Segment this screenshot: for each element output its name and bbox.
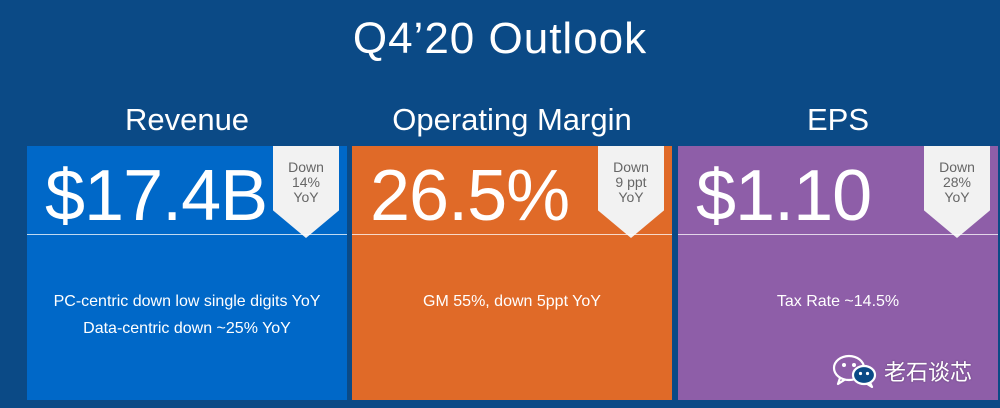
operating-margin-heading: Operating Margin xyxy=(392,102,632,137)
badge-period: YoY xyxy=(293,189,319,205)
revenue-change-badge: Down 14% YoY xyxy=(273,146,339,238)
wechat-icon xyxy=(832,354,877,388)
operating-margin-value: 26.5% xyxy=(370,156,570,236)
card-divider xyxy=(352,234,672,235)
slide-title: Q4’20 Outlook xyxy=(352,14,648,63)
watermark: 老石谈芯 xyxy=(832,354,972,388)
badge-amount: 14% xyxy=(291,174,321,190)
watermark-text: 老石谈芯 xyxy=(883,361,972,386)
eps-notes: Tax Rate ~14.5% xyxy=(678,288,998,315)
eps-note: Tax Rate ~14.5% xyxy=(776,293,900,310)
operating-margin-card: 26.5% Down 9 ppt YoY GM 55%, down 5ppt Y… xyxy=(352,146,672,400)
revenue-card: $17.4B Down 14% YoY PC-centric down low … xyxy=(27,146,347,400)
operating-margin-notes: GM 55%, down 5ppt YoY xyxy=(352,288,672,315)
badge-direction: Down xyxy=(288,159,324,175)
badge-amount: 9 ppt xyxy=(615,174,647,190)
revenue-value: $17.4B xyxy=(45,156,268,236)
badge-period: YoY xyxy=(618,189,644,205)
operating-margin-change-badge: Down 9 ppt YoY xyxy=(598,146,664,238)
badge-direction: Down xyxy=(939,159,975,175)
badge-amount: 28% xyxy=(942,174,972,190)
eps-value: $1.10 xyxy=(696,156,872,236)
card-divider xyxy=(678,234,998,235)
revenue-notes: PC-centric down low single digits YoY Da… xyxy=(27,288,347,342)
revenue-heading: Revenue xyxy=(124,102,250,137)
badge-period: YoY xyxy=(944,189,970,205)
eps-change-badge: Down 28% YoY xyxy=(924,146,990,238)
operating-margin-note: GM 55%, down 5ppt YoY xyxy=(423,293,601,310)
card-divider xyxy=(27,234,347,235)
badge-direction: Down xyxy=(613,159,649,175)
revenue-note: Data-centric down ~25% YoY xyxy=(83,320,291,337)
revenue-note: PC-centric down low single digits YoY xyxy=(53,293,321,310)
eps-card: $1.10 Down 28% YoY Tax Rate ~14.5% xyxy=(678,146,998,400)
eps-heading: EPS xyxy=(806,102,870,137)
